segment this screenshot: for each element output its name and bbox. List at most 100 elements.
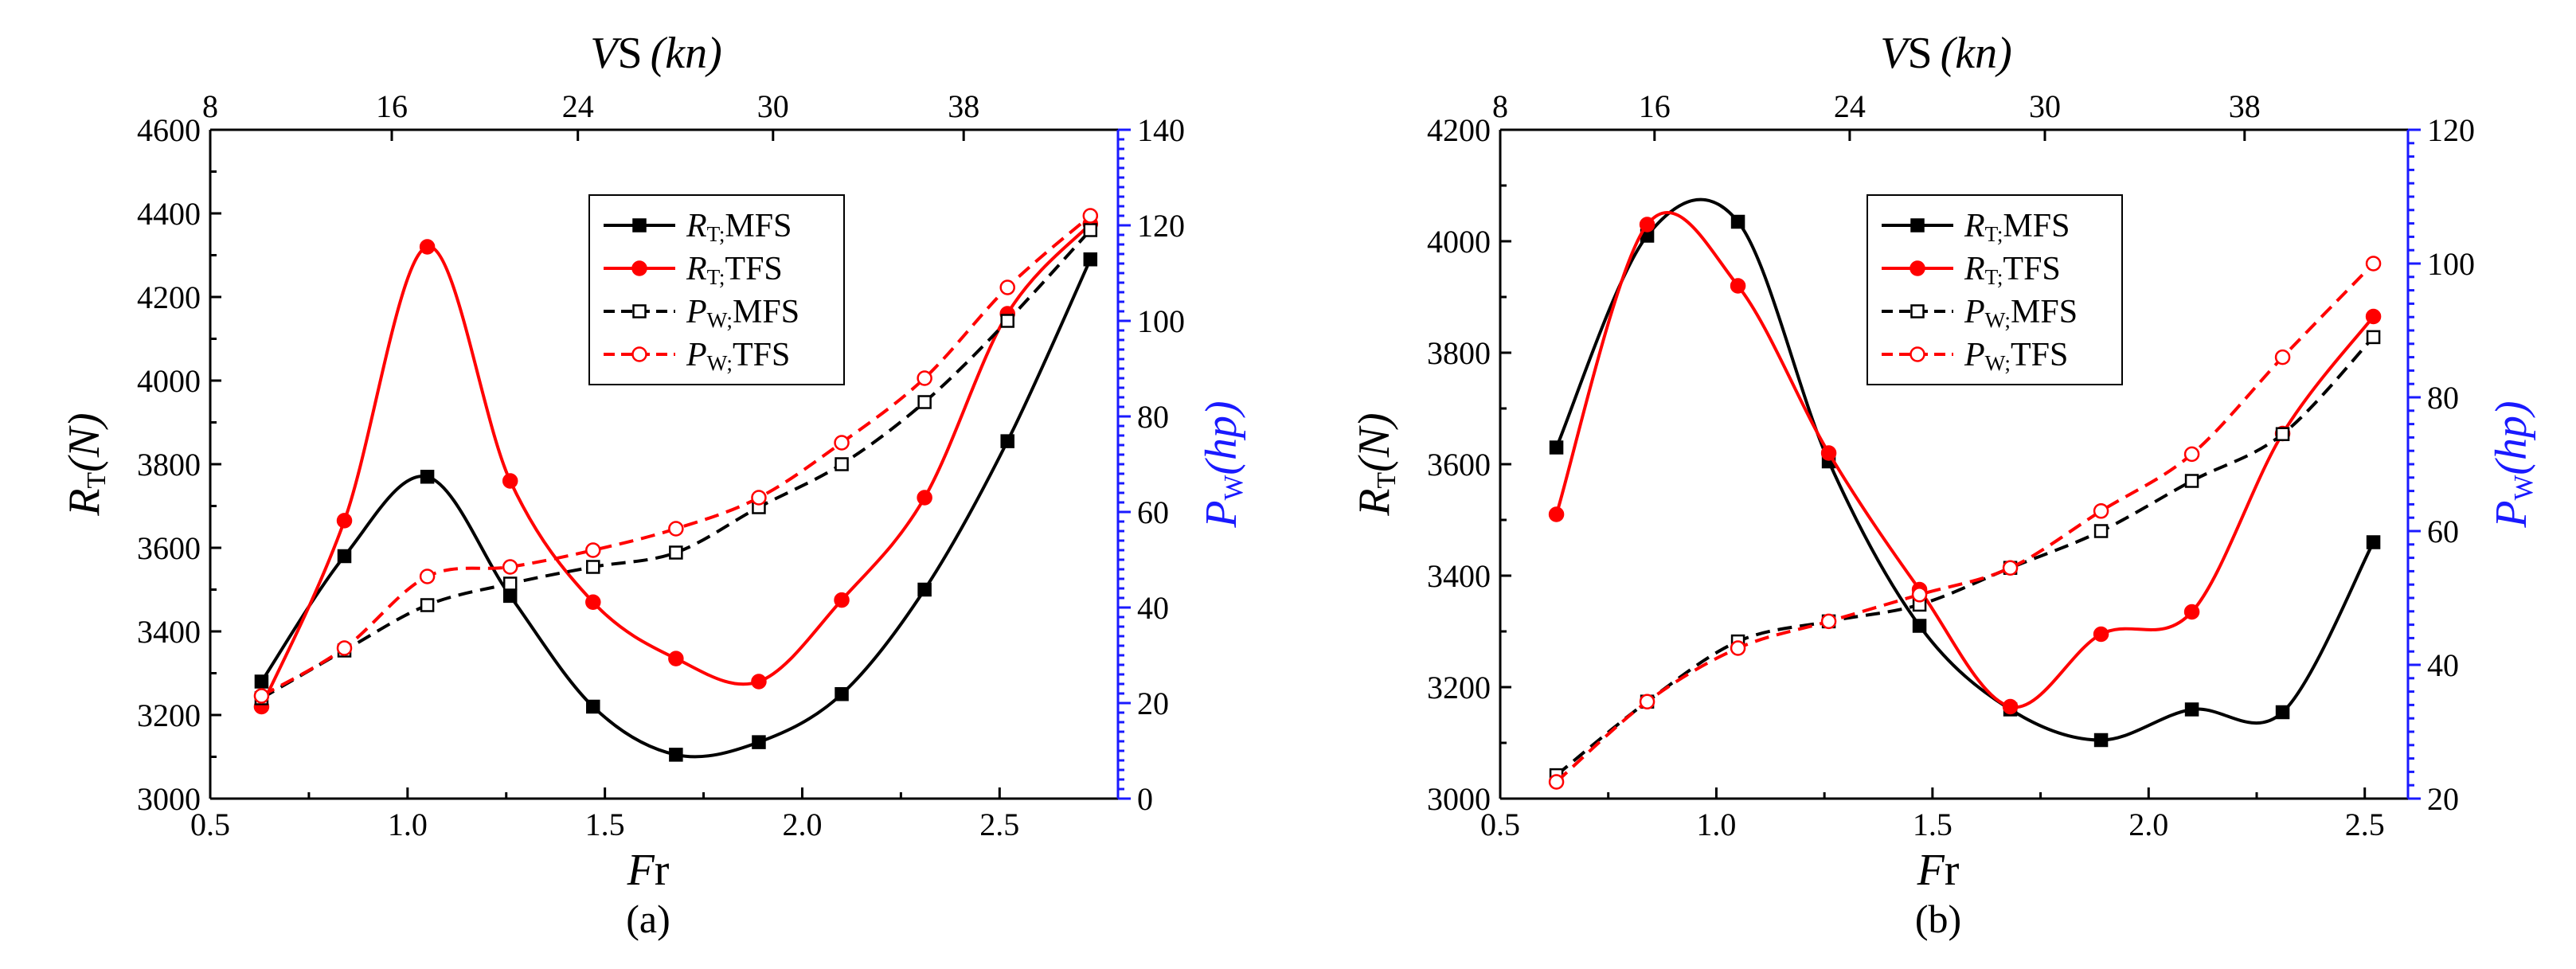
y-right-axis-label-unit: (hp) bbox=[1197, 400, 1246, 475]
data-point bbox=[337, 549, 352, 564]
legend-label-letter: P bbox=[686, 294, 707, 330]
data-point bbox=[502, 559, 518, 575]
top-axis-label: VS (kn) bbox=[590, 29, 722, 78]
y-left-axis-label-letter: R bbox=[1350, 488, 1399, 516]
data-point bbox=[419, 569, 436, 584]
y-right-axis-label-letter: P bbox=[2487, 500, 2536, 528]
x-tick-label: 1.5 bbox=[1913, 807, 1953, 842]
legend-label-rest: MFS bbox=[2011, 294, 2078, 330]
legend-label-rest: TFS bbox=[2011, 337, 2068, 373]
data-point bbox=[835, 457, 849, 471]
legend-label: PW;MFS bbox=[1964, 294, 2078, 332]
data-point bbox=[2093, 626, 2109, 643]
series-line bbox=[1555, 262, 2375, 783]
series-line bbox=[260, 214, 1092, 697]
data-point bbox=[669, 748, 683, 762]
legend-marker bbox=[631, 260, 647, 276]
data-point bbox=[586, 560, 600, 574]
data-point bbox=[669, 545, 683, 560]
y-right-label-group: PW(hp) bbox=[1197, 400, 1249, 528]
data-point bbox=[835, 687, 849, 701]
y-left-tick-label: 4000 bbox=[137, 363, 201, 399]
data-point bbox=[1000, 434, 1014, 448]
y-left-axis-label-letter: R bbox=[60, 488, 109, 516]
legend-label: PW;TFS bbox=[1964, 337, 2068, 375]
y-right-tick-label: 100 bbox=[2427, 246, 2475, 282]
top-axis-label: VS (kn) bbox=[1880, 29, 2012, 78]
y-right-tick-label: 80 bbox=[1137, 399, 1169, 435]
legend-marker bbox=[1910, 346, 1925, 362]
y-left-tick-label: 4000 bbox=[1427, 224, 1491, 260]
legend-label-letter: P bbox=[686, 337, 707, 373]
y-right-axis-label-sub: W bbox=[2509, 475, 2539, 500]
chart-panel-b: 0.5 1.0 1.5 2.0 2.5 8 16 24 30 38 3000 3200 3400 3600… bbox=[1350, 29, 2539, 941]
series-3 bbox=[253, 208, 1099, 704]
legend-label-rest: TFS bbox=[2003, 251, 2060, 287]
legend-label-sub: T; bbox=[1985, 222, 2003, 246]
legend-label-rest: TFS bbox=[725, 251, 782, 287]
y-left-axis-label: RT(N) bbox=[1350, 412, 1401, 516]
data-point bbox=[586, 699, 600, 714]
legend-marker bbox=[631, 346, 647, 362]
y-left-tick-label: 3600 bbox=[1427, 447, 1491, 483]
top-tick-label: 16 bbox=[1639, 88, 1671, 124]
data-point bbox=[2366, 330, 2381, 345]
x-tick-label: 2.0 bbox=[782, 807, 822, 842]
x-axis-label-letter: F bbox=[627, 846, 655, 895]
legend-entry: PW;TFS bbox=[604, 337, 790, 375]
legend-label-rest: MFS bbox=[2003, 208, 2070, 244]
data-point bbox=[2093, 733, 2109, 748]
series-2 bbox=[1549, 330, 2381, 783]
data-point bbox=[2093, 503, 2109, 519]
x-tick-label: 1.5 bbox=[585, 807, 625, 842]
panel-caption: (b) bbox=[1915, 897, 1961, 941]
legend-entry: RT;TFS bbox=[1882, 251, 2061, 289]
legend-marker bbox=[1910, 218, 1925, 232]
legend-label-sub: W; bbox=[1985, 308, 2011, 332]
legend-label-sub: T; bbox=[707, 265, 725, 289]
data-point bbox=[2184, 702, 2199, 717]
y-left-tick-label: 3000 bbox=[1427, 781, 1491, 817]
data-point bbox=[1730, 214, 1745, 229]
x-tick-label: 2.5 bbox=[2345, 807, 2385, 842]
y-right-axis-label-letter: P bbox=[1197, 500, 1246, 528]
data-point bbox=[336, 513, 353, 529]
data-point bbox=[834, 435, 850, 451]
top-tick-label: 38 bbox=[948, 88, 979, 124]
top-axis-label-sub: S bbox=[1907, 29, 1932, 78]
top-tick-label: 16 bbox=[376, 88, 408, 124]
chart-panel-a: 0.5 1.0 1.5 2.0 2.5 8 16 24 30 38 3000 3200 3400 3600… bbox=[60, 29, 1249, 941]
series-3 bbox=[1548, 256, 2382, 790]
legend-label-sub: T; bbox=[1985, 265, 2003, 289]
legend-label-letter: R bbox=[686, 208, 707, 244]
top-axis-label-unit: (kn) bbox=[1941, 29, 2012, 78]
data-point bbox=[420, 470, 435, 484]
x-axis-label-sub: r bbox=[1945, 846, 1960, 895]
x-axis-label: Fr bbox=[1917, 846, 1960, 895]
data-point bbox=[1730, 640, 1746, 656]
top-axis-label-letter: V bbox=[590, 29, 622, 78]
y-left-axis-label-sub: T bbox=[1372, 472, 1401, 489]
legend-entry: RT;MFS bbox=[604, 208, 792, 246]
x-tick-label: 2.0 bbox=[2128, 807, 2168, 842]
x-axis-label: Fr bbox=[627, 846, 670, 895]
y-right-tick-label: 0 bbox=[1137, 781, 1153, 817]
legend-label-sub: W; bbox=[1985, 351, 2011, 375]
data-point bbox=[2183, 446, 2200, 463]
legend-entry: RT;TFS bbox=[604, 251, 783, 289]
data-point bbox=[1083, 223, 1098, 237]
data-point bbox=[502, 588, 518, 604]
data-point bbox=[751, 674, 767, 690]
legend-entry: PW;MFS bbox=[1882, 294, 2078, 332]
data-point bbox=[1639, 694, 1655, 709]
data-point bbox=[1911, 587, 1928, 603]
top-tick-label: 30 bbox=[757, 88, 789, 124]
data-point bbox=[1548, 774, 1565, 790]
series-line bbox=[260, 222, 1092, 708]
data-point bbox=[254, 674, 269, 689]
data-point bbox=[2275, 427, 2290, 441]
data-point bbox=[2275, 705, 2290, 720]
y-left-axis-label: RT(N) bbox=[60, 412, 111, 516]
